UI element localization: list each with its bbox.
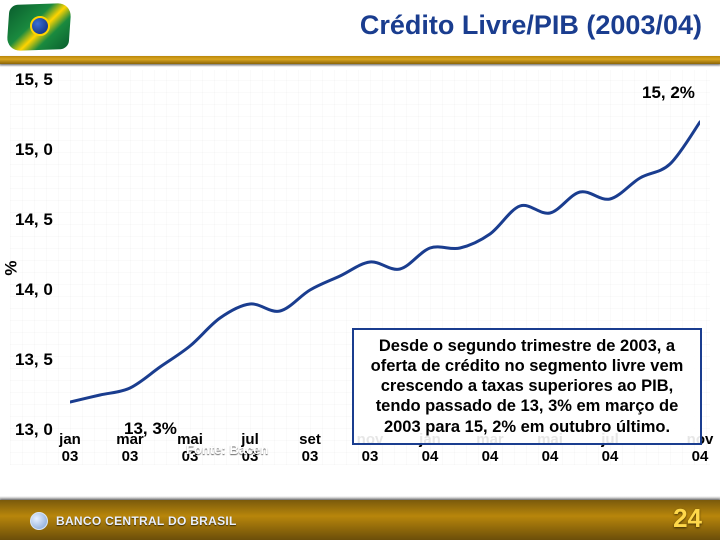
y-tick: 15, 0	[15, 140, 65, 160]
org-logo-icon	[30, 512, 48, 530]
org-brand: BANCO CENTRAL DO BRASIL	[30, 512, 237, 530]
x-tick: jan03	[42, 432, 98, 465]
comment-box: Desde o segundo trimestre de 2003, a ofe…	[352, 328, 702, 445]
page-number: 24	[673, 503, 702, 534]
y-axis-label: %	[2, 260, 22, 275]
footer: BANCO CENTRAL DO BRASIL 24	[0, 500, 720, 540]
y-tick: 14, 0	[15, 280, 65, 300]
end-value-label: 15, 2%	[642, 83, 695, 103]
slide: Crédito Livre/PIB (2003/04) % 15, 5 15, 0…	[0, 0, 720, 540]
header-rule	[0, 56, 720, 64]
brazil-flag-icon	[8, 4, 70, 50]
source-label: Fonte: Bacen	[186, 442, 268, 457]
y-tick: 15, 5	[15, 70, 65, 90]
chart-area: % 15, 515, 014, 514, 013, 513, 0 jan03ma…	[10, 70, 710, 465]
start-value-label: 13, 3%	[124, 419, 177, 439]
org-name: BANCO CENTRAL DO BRASIL	[56, 514, 237, 528]
y-tick: 14, 5	[15, 210, 65, 230]
header-rule-shadow	[0, 64, 720, 67]
slide-title: Crédito Livre/PIB (2003/04)	[360, 10, 702, 41]
y-tick: 13, 5	[15, 350, 65, 370]
header: Crédito Livre/PIB (2003/04)	[0, 0, 720, 70]
x-tick: set03	[282, 432, 338, 465]
